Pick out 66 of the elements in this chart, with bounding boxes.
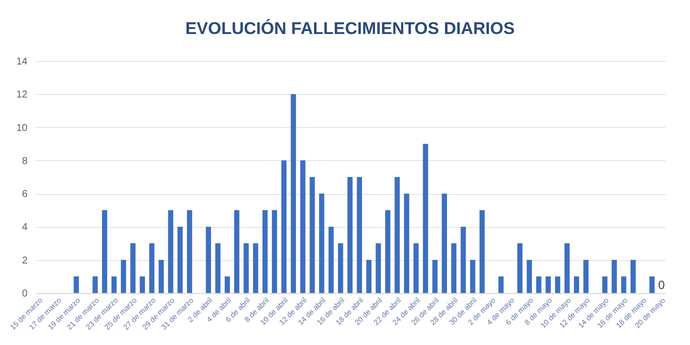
- bar: [442, 194, 447, 293]
- bar: [602, 276, 608, 293]
- bar: [536, 276, 542, 293]
- bar: [583, 260, 589, 293]
- bar: [262, 210, 268, 293]
- y-tick-label: 4: [22, 222, 28, 234]
- bar: [338, 243, 344, 293]
- bar: [186, 210, 192, 293]
- bar: [574, 276, 580, 293]
- bar: [92, 276, 98, 293]
- bar: [130, 243, 136, 293]
- chart-title: EVOLUCIÓN FALLECIMIENTOS DIARIOS: [185, 18, 515, 38]
- bar: [394, 177, 400, 293]
- bar: [385, 210, 390, 293]
- bar: [621, 276, 626, 293]
- y-tick-label: 14: [16, 56, 28, 68]
- bar: [376, 243, 381, 293]
- bar: [215, 243, 220, 293]
- y-tick-label: 12: [16, 90, 28, 101]
- bar: [413, 243, 419, 293]
- bar: [272, 210, 278, 293]
- bar: [612, 260, 617, 293]
- bar: [224, 276, 230, 293]
- bar: [432, 260, 438, 293]
- bar: [102, 210, 108, 293]
- bar: [498, 276, 504, 293]
- bar: [470, 260, 476, 293]
- bar: [649, 276, 655, 293]
- bar: [404, 194, 410, 293]
- y-tick-label: 0: [22, 288, 28, 300]
- bar: [158, 260, 164, 293]
- y-tick-label: 10: [16, 122, 28, 134]
- bar: [253, 243, 258, 293]
- bar: [111, 276, 117, 293]
- data-label: 0: [658, 278, 666, 292]
- bar: [356, 177, 362, 293]
- bar: [451, 243, 456, 293]
- y-tick-label: 8: [22, 156, 28, 167]
- bar: [460, 226, 466, 293]
- bar: [120, 260, 126, 293]
- bar: [290, 94, 296, 293]
- bar: [422, 144, 428, 293]
- bar: [555, 276, 560, 293]
- bar: [149, 243, 154, 293]
- bar: [178, 226, 183, 293]
- bar: [168, 210, 174, 293]
- y-tick-label: 6: [22, 189, 28, 200]
- bar: [244, 243, 249, 293]
- bar: [206, 226, 212, 293]
- bar: [310, 177, 315, 293]
- bar: [546, 276, 551, 293]
- bar: [630, 260, 636, 293]
- bar: [480, 210, 485, 293]
- bar: [366, 260, 372, 293]
- bar: [517, 243, 522, 293]
- bar: [140, 276, 145, 293]
- bar: [328, 226, 334, 293]
- bar: [234, 210, 240, 293]
- bar: [74, 276, 79, 293]
- bar: [347, 177, 353, 293]
- bar: [526, 260, 532, 293]
- bar: [319, 194, 324, 293]
- y-tick-label: 2: [22, 255, 28, 266]
- bar: [564, 243, 570, 293]
- bar: [281, 160, 287, 293]
- bar: [300, 160, 306, 293]
